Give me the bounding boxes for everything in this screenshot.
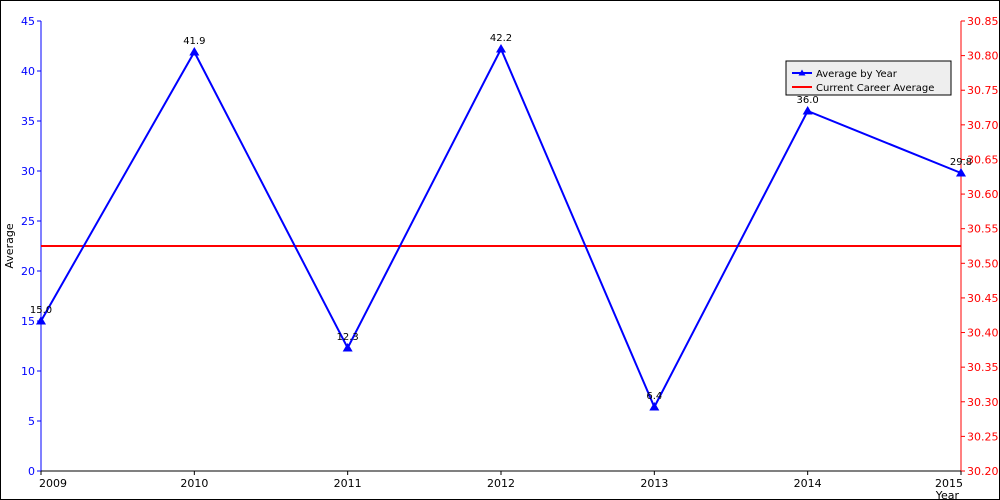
x-tick-label: 2009 <box>39 477 67 490</box>
y-left-tick-label: 45 <box>21 15 35 28</box>
y-right-tick-label: 30.50 <box>967 257 999 270</box>
data-point-label: 15.0 <box>30 305 52 316</box>
y-right-tick-label: 30.75 <box>967 84 999 97</box>
data-point-label: 42.2 <box>490 33 512 44</box>
y-right-tick-label: 30.20 <box>967 465 999 478</box>
y-right-tick-label: 30.30 <box>967 396 999 409</box>
data-point-label: 41.9 <box>183 36 205 47</box>
data-point-label: 6.4 <box>646 391 662 402</box>
y-left-tick-label: 20 <box>21 265 35 278</box>
y-left-tick-label: 40 <box>21 65 35 78</box>
y-left-tick-label: 25 <box>21 215 35 228</box>
data-point-label: 29.8 <box>950 157 972 168</box>
y-left-tick-label: 10 <box>21 365 35 378</box>
chart-svg: 0 5 10 15 20 25 30 35 40 45 30.20 30.25 30.30 30.35 30… <box>1 1 999 499</box>
y-right-tick-label: 30.35 <box>967 361 999 374</box>
data-point-label: 36.0 <box>797 95 819 106</box>
x-tick-label: 2012 <box>487 477 515 490</box>
legend-label: Current Career Average <box>816 83 934 94</box>
y-left-tick-label: 15 <box>21 315 35 328</box>
x-axis-label: Year <box>935 489 960 499</box>
y-right-tick-label: 30.85 <box>967 15 999 28</box>
y-right-tick-label: 30.40 <box>967 327 999 340</box>
y-left-tick-label: 5 <box>28 415 35 428</box>
y-right-tick-label: 30.80 <box>967 50 999 63</box>
data-point-label: 12.3 <box>337 332 359 343</box>
y-left-tick-label: 35 <box>21 115 35 128</box>
chart-container: 0 5 10 15 20 25 30 35 40 45 30.20 30.25 30.30 30.35 30… <box>0 0 1000 500</box>
y-right-tick-label: 30.45 <box>967 292 999 305</box>
x-tick-label: 2011 <box>334 477 362 490</box>
y-right-tick-label: 30.55 <box>967 223 999 236</box>
legend-label: Average by Year <box>816 69 898 80</box>
y-left-tick-label: 0 <box>28 465 35 478</box>
y-left-tick-label: 30 <box>21 165 35 178</box>
x-tick-label: 2013 <box>640 477 668 490</box>
x-tick-label: 2014 <box>794 477 822 490</box>
y-right-tick-label: 30.60 <box>967 188 999 201</box>
x-tick-label: 2010 <box>180 477 208 490</box>
y-axis-label: Average <box>3 223 16 268</box>
y-right-tick-label: 30.70 <box>967 119 999 132</box>
y-right-tick-label: 30.25 <box>967 430 999 443</box>
